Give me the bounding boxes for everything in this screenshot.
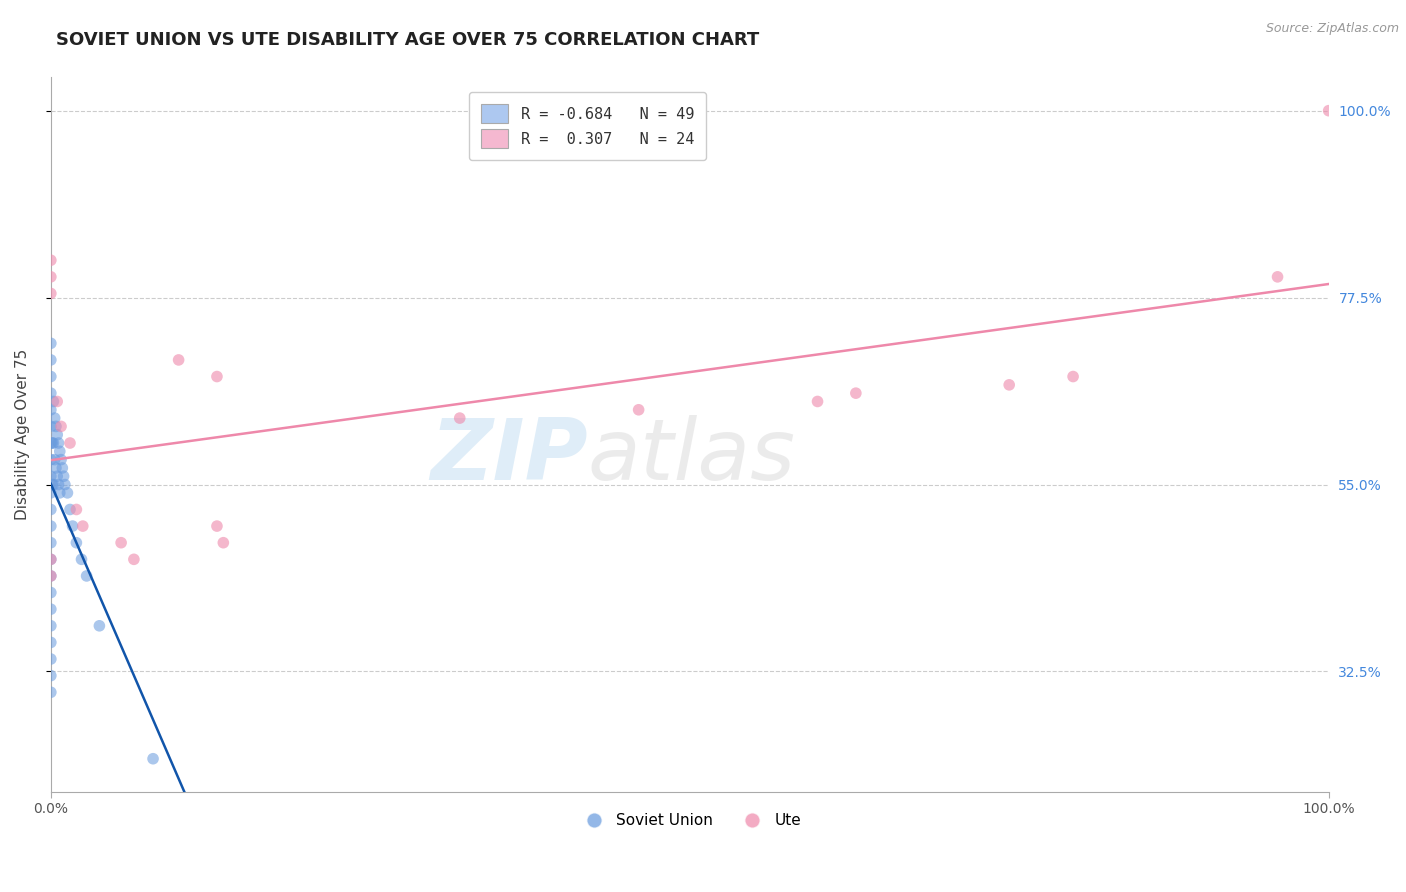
Point <box>44 411 66 425</box>
Point <box>39 419 62 434</box>
Point <box>62 519 84 533</box>
Point <box>1062 369 1084 384</box>
Point <box>48 436 70 450</box>
Point <box>110 535 132 549</box>
Point <box>1317 103 1340 118</box>
Point <box>39 336 62 351</box>
Point <box>72 519 94 533</box>
Point <box>45 419 67 434</box>
Point <box>39 585 62 599</box>
Point <box>39 619 62 633</box>
Point <box>167 353 190 368</box>
Point <box>59 436 82 450</box>
Point <box>46 427 69 442</box>
Point <box>205 519 228 533</box>
Point <box>205 369 228 384</box>
Point <box>627 402 650 417</box>
Point <box>39 436 62 450</box>
Point <box>39 353 62 368</box>
Point <box>41 436 63 450</box>
Point <box>56 486 79 500</box>
Point <box>39 652 62 666</box>
Point <box>89 619 111 633</box>
Point <box>39 502 62 516</box>
Point <box>39 535 62 549</box>
Point <box>48 477 70 491</box>
Point <box>39 486 62 500</box>
Point <box>46 469 69 483</box>
Point <box>76 569 98 583</box>
Point <box>42 394 65 409</box>
Point <box>39 552 62 566</box>
Point <box>39 668 62 682</box>
Point <box>39 452 62 467</box>
Point <box>998 377 1021 392</box>
Point <box>65 502 87 516</box>
Text: ZIP: ZIP <box>430 415 588 498</box>
Point <box>806 394 828 409</box>
Point <box>39 386 62 401</box>
Point <box>39 685 62 699</box>
Point <box>41 477 63 491</box>
Point <box>39 519 62 533</box>
Point <box>53 477 76 491</box>
Legend: Soviet Union, Ute: Soviet Union, Ute <box>572 807 807 834</box>
Point <box>1267 269 1289 284</box>
Text: SOVIET UNION VS UTE DISABILITY AGE OVER 75 CORRELATION CHART: SOVIET UNION VS UTE DISABILITY AGE OVER … <box>56 31 759 49</box>
Point <box>39 469 62 483</box>
Point <box>449 411 471 425</box>
Point <box>65 535 87 549</box>
Point <box>45 461 67 475</box>
Point <box>49 419 72 434</box>
Point <box>39 635 62 649</box>
Point <box>39 269 62 284</box>
Point <box>49 444 72 458</box>
Point <box>142 752 165 766</box>
Point <box>845 386 868 401</box>
Point <box>59 502 82 516</box>
Text: Source: ZipAtlas.com: Source: ZipAtlas.com <box>1265 22 1399 36</box>
Point <box>42 477 65 491</box>
Point <box>39 286 62 301</box>
Point <box>39 253 62 268</box>
Y-axis label: Disability Age Over 75: Disability Age Over 75 <box>15 349 30 520</box>
Point <box>44 452 66 467</box>
Text: atlas: atlas <box>588 415 796 498</box>
Point <box>122 552 145 566</box>
Point <box>39 569 62 583</box>
Point <box>39 602 62 616</box>
Point <box>49 452 72 467</box>
Point <box>39 552 62 566</box>
Point <box>39 569 62 583</box>
Point <box>49 486 72 500</box>
Point <box>46 394 69 409</box>
Point <box>212 535 235 549</box>
Point <box>39 402 62 417</box>
Point <box>42 436 65 450</box>
Point <box>51 461 73 475</box>
Point <box>52 469 75 483</box>
Point <box>70 552 93 566</box>
Point <box>39 369 62 384</box>
